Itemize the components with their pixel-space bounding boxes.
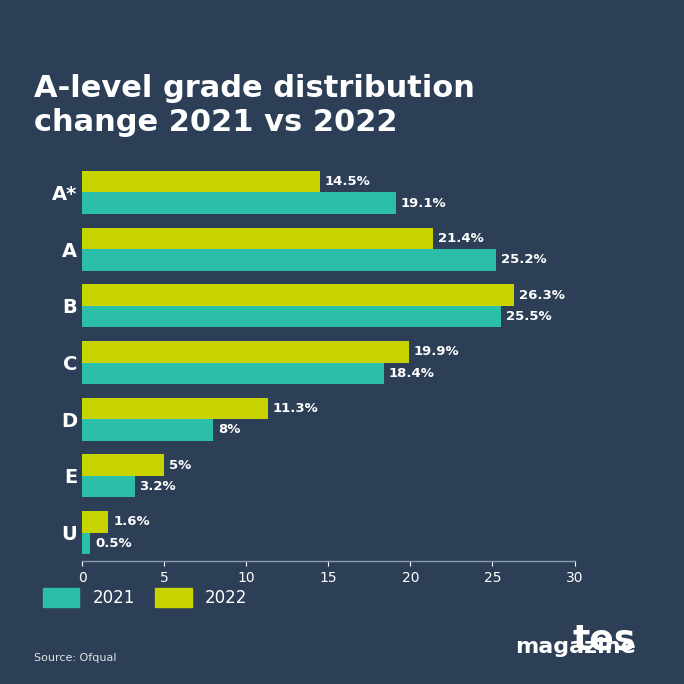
Text: 11.3%: 11.3% bbox=[272, 402, 318, 415]
Text: 8%: 8% bbox=[218, 423, 241, 436]
Bar bbox=[82, 454, 164, 476]
Text: 1.6%: 1.6% bbox=[114, 515, 150, 528]
Bar bbox=[82, 285, 514, 306]
Bar bbox=[82, 397, 267, 419]
Bar bbox=[82, 363, 384, 384]
Legend: 2021, 2022: 2021, 2022 bbox=[42, 588, 248, 607]
Bar bbox=[82, 341, 409, 363]
Text: 3.2%: 3.2% bbox=[140, 480, 176, 493]
Bar bbox=[82, 511, 108, 533]
Bar bbox=[82, 249, 496, 271]
Text: 18.4%: 18.4% bbox=[389, 367, 435, 380]
Bar bbox=[82, 533, 90, 554]
Text: 25.5%: 25.5% bbox=[505, 310, 551, 323]
Bar bbox=[82, 228, 434, 249]
Bar bbox=[82, 419, 213, 440]
Text: 26.3%: 26.3% bbox=[518, 289, 564, 302]
Text: 0.5%: 0.5% bbox=[95, 537, 132, 550]
Text: 19.1%: 19.1% bbox=[401, 197, 446, 210]
Text: Source: Ofqual: Source: Ofqual bbox=[34, 653, 117, 663]
Text: A-level grade distribution
change 2021 vs 2022: A-level grade distribution change 2021 v… bbox=[34, 74, 475, 137]
Bar bbox=[82, 306, 501, 328]
Text: 19.9%: 19.9% bbox=[414, 345, 460, 358]
Text: 21.4%: 21.4% bbox=[438, 232, 484, 245]
Text: 5%: 5% bbox=[169, 458, 192, 471]
Text: 14.5%: 14.5% bbox=[325, 175, 371, 188]
Bar bbox=[82, 476, 135, 497]
Text: 25.2%: 25.2% bbox=[501, 254, 547, 267]
Text: magazine: magazine bbox=[515, 614, 636, 657]
Text: tes: tes bbox=[573, 622, 636, 657]
Bar bbox=[82, 192, 395, 214]
Bar bbox=[82, 171, 320, 192]
